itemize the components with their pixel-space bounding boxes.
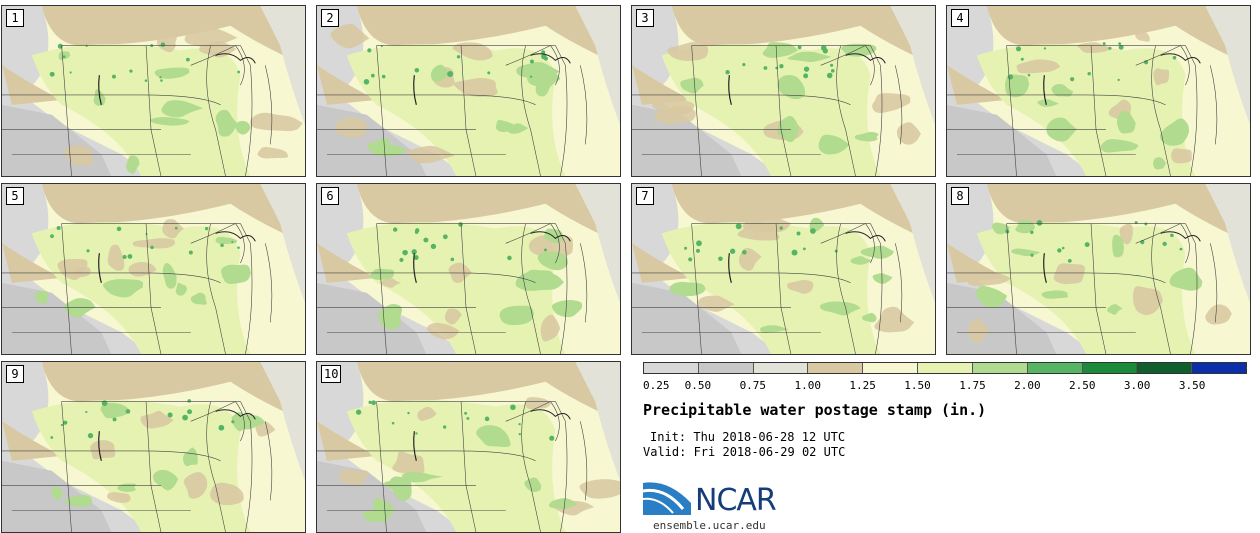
colorbar-segment — [644, 363, 699, 373]
colorbar-segment — [753, 363, 809, 373]
map-panel-5: 5 — [1, 183, 306, 355]
colorbar-tick-label: 0.75 — [739, 379, 767, 392]
map-panel-2: 2 — [316, 5, 621, 177]
colorbar-segment — [698, 363, 754, 373]
member-number-label: 1 — [6, 9, 24, 27]
colorbar-segment — [863, 363, 919, 373]
member-number-label: 5 — [6, 187, 24, 205]
colorbar-tick-label: 1.00 — [794, 379, 821, 392]
colorbar-tick-labels: 0.25 0.50 0.75 1.00 1.25 1.50 1.75 2.00 2.50 3.00… — [643, 379, 1247, 393]
valid-time: Valid: Fri 2018-06-29 02 UTC — [643, 445, 846, 459]
colorbar-segment — [1192, 363, 1246, 373]
member-number-label: 10 — [321, 365, 342, 383]
map-panel-10: 10 — [316, 361, 621, 533]
colorbar-segment — [972, 363, 1028, 373]
member-number-label: 9 — [6, 365, 24, 383]
map-panel-6: 6 — [316, 183, 621, 355]
colorbar-tick-label: 2.00 — [1014, 379, 1041, 392]
member-number-label: 6 — [321, 187, 339, 205]
map-panel-7: 7 — [631, 183, 936, 355]
colorbar-segment — [918, 363, 973, 373]
init-time: Init: Thu 2018-06-28 12 UTC — [650, 430, 846, 444]
colorbar-tick-label: 0.50 — [684, 379, 712, 392]
colorbar-tick-label: 1.75 — [959, 379, 986, 392]
map-panel-1: 1 — [1, 5, 306, 177]
colorbar-tick-label: 1.25 — [849, 379, 876, 392]
colorbar-segment — [1137, 363, 1193, 373]
map-panel-9: 9 — [1, 361, 306, 533]
colorbar-tick-label: 3.00 — [1123, 379, 1151, 392]
colorbar-segment — [808, 363, 864, 373]
ncar-logo-icon — [643, 482, 691, 515]
map-panel-4: 4 — [946, 5, 1251, 177]
colorbar-tick-label: 3.50 — [1178, 379, 1206, 392]
colorbar-segment — [1027, 363, 1083, 373]
colorbar-tick-label: 0.25 — [643, 379, 670, 392]
member-number-label: 8 — [951, 187, 969, 205]
member-number-label: 2 — [321, 9, 339, 27]
colorbar-tick-label: 1.50 — [904, 379, 931, 392]
map-panel-8: 8 — [946, 183, 1251, 355]
colorbar-segment — [1082, 363, 1138, 373]
member-number-label: 3 — [636, 9, 654, 27]
colorbar-tick-label: 2.50 — [1069, 379, 1096, 392]
colorbar — [643, 362, 1247, 374]
member-number-label: 4 — [951, 9, 969, 27]
ncar-logo-text: NCAR — [695, 483, 777, 518]
website-link[interactable]: ensemble.ucar.edu — [653, 519, 766, 532]
plot-title: Precipitable water postage stamp (in.) — [643, 401, 987, 419]
member-number-label: 7 — [636, 187, 654, 205]
map-panel-3: 3 — [631, 5, 936, 177]
